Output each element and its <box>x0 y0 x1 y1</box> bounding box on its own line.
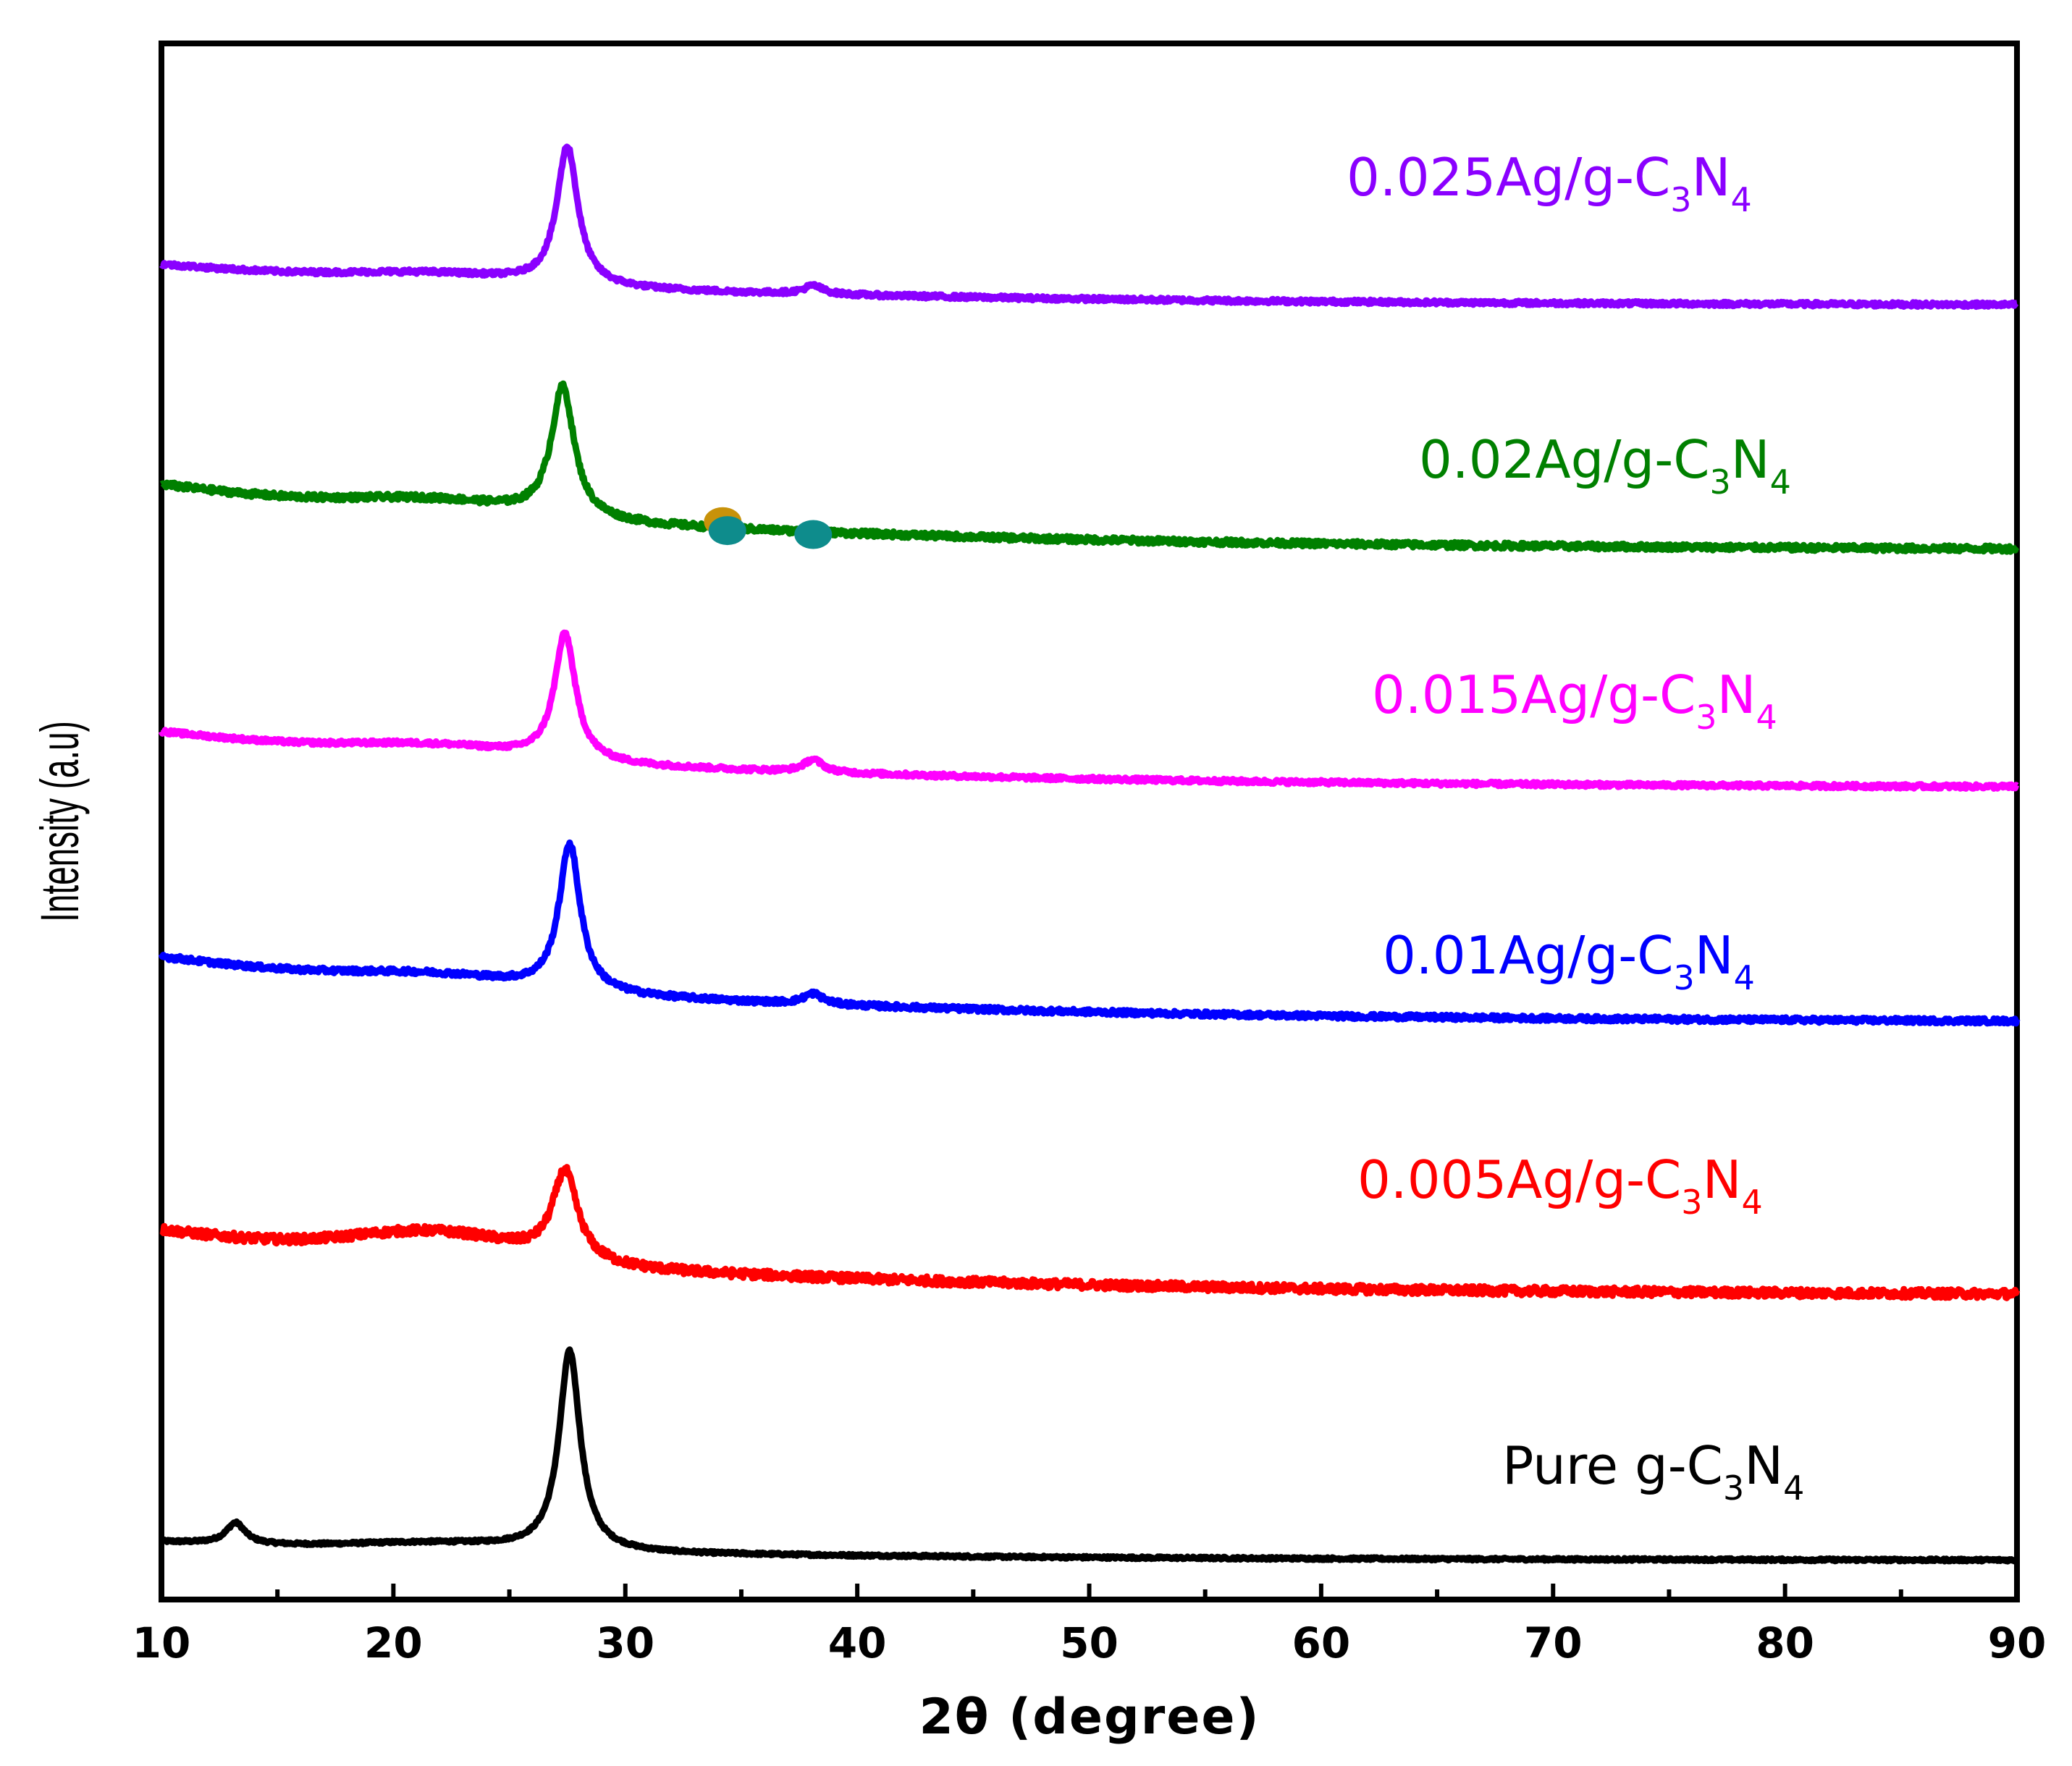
series-line-1 <box>159 1164 2021 1301</box>
x-tick-label: 40 <box>828 1618 887 1668</box>
series-line-3 <box>158 629 2020 792</box>
x-tick-label: 90 <box>1988 1618 2047 1668</box>
series-line-5 <box>159 143 2020 310</box>
x-tick-label: 60 <box>1292 1618 1351 1668</box>
x-tick-label: 20 <box>364 1618 423 1668</box>
series-labels: Pure g-C3N4 0.005Ag/g-C3N4 0.01Ag/g-C3N4 0.… <box>1347 147 1804 1508</box>
x-axis-title: 2θ (degree) <box>919 1689 1260 1746</box>
phase-marker-1 <box>708 516 746 546</box>
x-axis-ticks: 10 20 30 40 50 60 70 80 90 <box>132 1584 2047 1668</box>
phase-marker-2 <box>794 520 833 549</box>
x-tick-label: 50 <box>1060 1618 1119 1668</box>
series-label-5: 0.025Ag/g-C3N4 <box>1347 147 1752 219</box>
x-tick-label: 80 <box>1756 1618 1814 1668</box>
x-tick-label: 30 <box>596 1618 654 1668</box>
series-label-1: 0.005Ag/g-C3N4 <box>1357 1149 1763 1222</box>
marker-layer <box>704 507 833 549</box>
x-tick-label: 70 <box>1524 1618 1583 1668</box>
series-line-2 <box>158 839 2021 1027</box>
y-axis-title: Intensity (a.u) <box>30 721 90 922</box>
series-label-2: 0.01Ag/g-C3N4 <box>1383 925 1755 997</box>
x-tick-label: 10 <box>132 1618 191 1668</box>
series-layer <box>158 143 2021 1565</box>
series-line-4 <box>159 380 2020 555</box>
series-label-0: Pure g-C3N4 <box>1502 1435 1804 1508</box>
series-label-4: 0.02Ag/g-C3N4 <box>1419 429 1791 502</box>
series-label-3: 0.015Ag/g-C3N4 <box>1372 664 1777 737</box>
series-line-0 <box>159 1346 2020 1565</box>
